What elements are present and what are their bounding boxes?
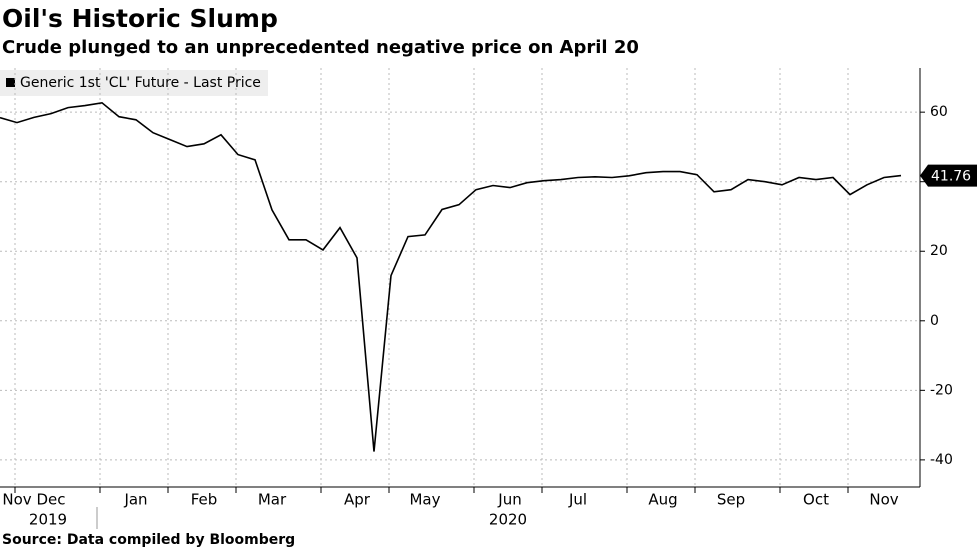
x-tick-label: Nov [869, 491, 898, 509]
x-tick-label: Nov [2, 491, 31, 509]
x-tick-label: Mar [258, 491, 287, 509]
x-tick-label: May [409, 491, 440, 509]
x-tick-label: Jul [568, 491, 587, 509]
x-tick-label: Feb [191, 491, 218, 509]
legend-swatch [6, 78, 15, 87]
chart-title: Oil's Historic Slump [2, 4, 278, 33]
x-tick-label: Dec [36, 491, 65, 509]
year-label: 2019 [29, 511, 67, 529]
last-price-box [920, 164, 977, 187]
y-tick-label: -40 [930, 452, 953, 468]
x-tick-label: Sep [717, 491, 745, 509]
x-tick-label: Jan [123, 491, 147, 509]
x-tick-label: Apr [344, 491, 371, 509]
x-tick-label: Jun [497, 491, 521, 509]
source: Source: Data compiled by Bloomberg [2, 532, 295, 548]
line [0, 101, 902, 452]
y-tick-label: -20 [930, 382, 953, 398]
y-tick-label: 0 [930, 313, 939, 329]
x-tick-label: Oct [803, 491, 829, 509]
last-price-label: 41.76 [931, 169, 971, 185]
y-tick-label: 20 [930, 243, 948, 259]
chart-subtitle: Crude plunged to an unprecedented negati… [2, 37, 639, 58]
legend-label: Generic 1st 'CL' Future - Last Price [20, 75, 261, 91]
y-tick-label: 60 [930, 104, 948, 120]
year-label: 2020 [489, 511, 527, 529]
legend-box [0, 70, 268, 96]
x-tick-label: Aug [648, 491, 677, 509]
